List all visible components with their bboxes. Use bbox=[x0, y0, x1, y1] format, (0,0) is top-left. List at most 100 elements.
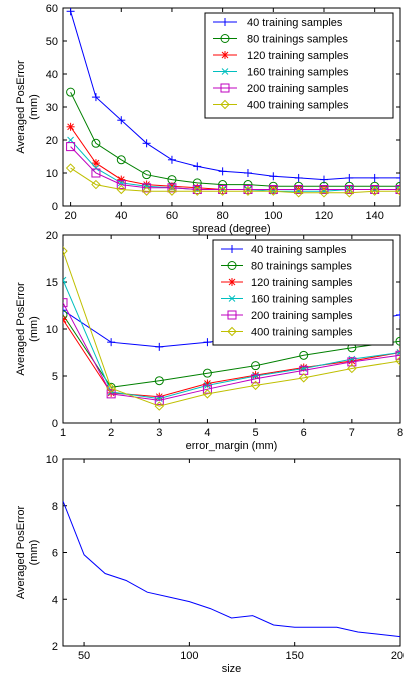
legend-marker bbox=[227, 261, 237, 270]
legend-item: 200 training samples bbox=[221, 310, 353, 322]
data-point bbox=[154, 395, 164, 405]
x-tick-label: 2 bbox=[108, 427, 114, 439]
legend-label: 200 training samples bbox=[247, 83, 349, 95]
data-point bbox=[299, 350, 309, 360]
legend-label: 400 training samples bbox=[247, 100, 349, 112]
y-tick-label: 6 bbox=[52, 548, 58, 560]
data-point bbox=[155, 342, 164, 351]
legend-marker bbox=[221, 68, 229, 75]
legend-item: 400 training samples bbox=[221, 327, 353, 339]
data-point bbox=[395, 336, 400, 346]
legend-label: 40 training samples bbox=[247, 17, 343, 29]
chart-error-margin: 1 2 3 4 5 6 7 8 0 5 10 15 20 error_margin (mm) Average… bbox=[15, 230, 403, 452]
y-tick-label: 10 bbox=[46, 454, 58, 466]
legend-box bbox=[204, 12, 394, 119]
x-tick-label: 4 bbox=[204, 427, 210, 439]
data-point bbox=[344, 185, 354, 194]
data-point bbox=[63, 246, 68, 256]
y-tick-label: 5 bbox=[52, 371, 58, 383]
data-point bbox=[63, 310, 68, 320]
data-point bbox=[66, 142, 76, 152]
data-point bbox=[142, 170, 152, 180]
legend-label: 80 trainings samples bbox=[247, 34, 348, 46]
data-point bbox=[395, 356, 400, 366]
data-point bbox=[92, 164, 100, 172]
x-axis-label: spread (degree) bbox=[192, 223, 270, 235]
x-tick-label: 120 bbox=[315, 210, 333, 222]
series-line bbox=[63, 314, 400, 388]
data-point bbox=[167, 183, 177, 193]
data-point bbox=[167, 186, 177, 196]
legend: 40 training samples 80 trainings samples 1… bbox=[212, 239, 394, 346]
chart-spread: 20 40 60 80 100 120 140 0 10 20 30 40 50 60 spread (de… bbox=[15, 3, 401, 235]
legend-label: 120 training samples bbox=[247, 50, 349, 62]
y-axis-label: Averaged PosError(mm) bbox=[15, 282, 40, 376]
plot-frame bbox=[62, 458, 401, 647]
legend-marker bbox=[227, 310, 237, 320]
x-tick-label: 150 bbox=[286, 650, 304, 662]
data-point bbox=[396, 310, 400, 319]
x-tick-label: 100 bbox=[180, 650, 198, 662]
y-tick-label: 15 bbox=[46, 277, 58, 289]
legend-item: 120 training samples bbox=[221, 277, 353, 289]
y-tick-label: 20 bbox=[46, 135, 58, 147]
data-point bbox=[294, 185, 304, 194]
y-tick-label: 30 bbox=[46, 102, 58, 114]
data-point bbox=[243, 186, 253, 196]
x-tick-label: 20 bbox=[64, 210, 76, 222]
data-point bbox=[142, 183, 152, 193]
legend-label: 40 training samples bbox=[251, 244, 347, 256]
data-point bbox=[65, 163, 76, 173]
data-point bbox=[218, 185, 228, 194]
data-point bbox=[116, 184, 126, 195]
data-point bbox=[217, 186, 228, 196]
data-point bbox=[63, 298, 68, 308]
data-point bbox=[154, 401, 164, 411]
legend-item: 200 training samples bbox=[213, 83, 349, 95]
data-point bbox=[344, 188, 355, 198]
legend: 40 training samples 80 trainings samples 1… bbox=[204, 12, 394, 119]
data-point bbox=[294, 173, 303, 182]
legend-item: 160 training samples bbox=[213, 67, 349, 79]
y-tick-label: 0 bbox=[52, 418, 58, 430]
legend-item: 40 training samples bbox=[221, 244, 347, 256]
data-point bbox=[106, 383, 116, 393]
data-point bbox=[193, 162, 202, 171]
legend-label: 200 training samples bbox=[251, 310, 353, 322]
y-axis-label: Averaged PosError(mm) bbox=[15, 505, 40, 599]
data-point bbox=[107, 338, 116, 347]
legend-marker bbox=[220, 83, 230, 93]
legend-marker bbox=[220, 99, 230, 110]
data-point bbox=[91, 93, 100, 102]
data-point bbox=[250, 380, 261, 391]
y-axis-label-line: Averaged PosError bbox=[15, 60, 27, 154]
y-tick-label: 20 bbox=[46, 230, 58, 242]
data-point bbox=[369, 186, 380, 196]
legend-marker bbox=[221, 51, 229, 59]
x-axis-label: size bbox=[222, 663, 242, 675]
data-point bbox=[91, 159, 100, 168]
legend-marker bbox=[220, 34, 230, 43]
y-axis-label-line: (mm) bbox=[28, 316, 40, 342]
data-point bbox=[218, 167, 227, 176]
x-tick-label: 5 bbox=[253, 427, 259, 439]
data-point bbox=[91, 168, 101, 178]
legend-item: 40 training samples bbox=[213, 17, 343, 29]
series-group bbox=[65, 8, 400, 198]
data-point bbox=[63, 315, 67, 324]
series-line bbox=[63, 302, 400, 401]
x-tick-label: 8 bbox=[397, 427, 403, 439]
y-tick-label: 10 bbox=[46, 168, 58, 180]
data-point bbox=[251, 361, 261, 371]
data-point bbox=[202, 368, 212, 378]
data-point bbox=[66, 122, 75, 131]
data-point bbox=[268, 185, 278, 194]
data-point bbox=[66, 87, 76, 97]
data-point bbox=[167, 155, 176, 164]
data-point bbox=[106, 389, 116, 399]
data-point bbox=[202, 384, 212, 394]
data-point bbox=[142, 139, 151, 148]
y-tick-label: 50 bbox=[46, 36, 58, 48]
x-tick-label: 80 bbox=[217, 210, 229, 222]
